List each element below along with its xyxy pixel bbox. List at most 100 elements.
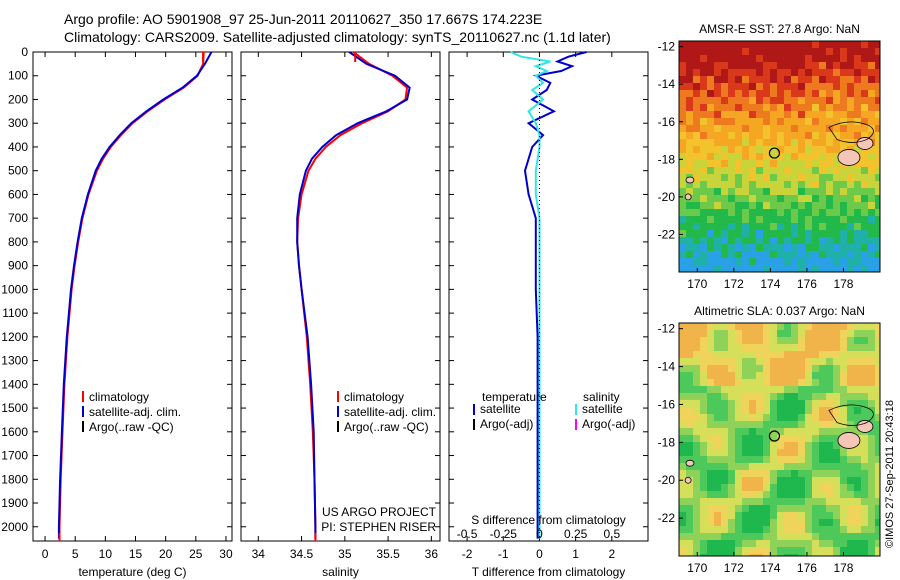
map-cell bbox=[812, 386, 819, 393]
map-cell bbox=[721, 76, 728, 83]
map-cell bbox=[728, 498, 735, 505]
map-cell bbox=[686, 491, 693, 498]
map-cell bbox=[798, 216, 805, 223]
map-cell bbox=[728, 533, 735, 540]
map-cell bbox=[756, 118, 763, 125]
map-cell bbox=[728, 153, 735, 160]
map-cell bbox=[805, 76, 812, 83]
map-cell bbox=[735, 62, 742, 69]
map-cell bbox=[763, 351, 770, 358]
map-cell bbox=[833, 160, 840, 167]
map-cell bbox=[798, 251, 805, 258]
map-cell bbox=[679, 323, 686, 330]
map-cell bbox=[784, 167, 791, 174]
map-cell bbox=[763, 48, 770, 55]
map-cell bbox=[777, 48, 784, 55]
map-cell bbox=[777, 188, 784, 195]
map-cell bbox=[714, 512, 721, 519]
map-cell bbox=[714, 160, 721, 167]
map-cell bbox=[868, 90, 875, 97]
map-cell bbox=[735, 244, 742, 251]
map-cell bbox=[812, 526, 819, 533]
map-cell bbox=[861, 533, 868, 540]
map-cell bbox=[721, 69, 728, 76]
map-cell bbox=[700, 358, 707, 365]
map-cell bbox=[826, 251, 833, 258]
x-tick-label: 174 bbox=[760, 561, 780, 575]
map-cell bbox=[819, 470, 826, 477]
map-cell bbox=[847, 393, 854, 400]
map-cell bbox=[840, 365, 847, 372]
map-cell bbox=[686, 139, 693, 146]
map-cell bbox=[714, 195, 721, 202]
map-cell bbox=[840, 111, 847, 118]
map-cell bbox=[840, 104, 847, 111]
map-cell bbox=[784, 393, 791, 400]
map-cell bbox=[728, 421, 735, 428]
map-cell bbox=[770, 118, 777, 125]
map-cell bbox=[735, 344, 742, 351]
map-frame bbox=[678, 322, 881, 557]
map-cell bbox=[707, 351, 714, 358]
map-cell bbox=[798, 174, 805, 181]
map-cell bbox=[875, 195, 880, 202]
map-cell bbox=[854, 118, 861, 125]
map-cell bbox=[805, 358, 812, 365]
map-cell bbox=[826, 442, 833, 449]
map-cell bbox=[756, 153, 763, 160]
map-cell bbox=[812, 442, 819, 449]
map-cell bbox=[777, 104, 784, 111]
map-cell bbox=[868, 76, 875, 83]
map-cell bbox=[847, 244, 854, 251]
map-cell bbox=[749, 400, 756, 407]
x-tick-label: 2 bbox=[608, 547, 615, 561]
map-cell bbox=[735, 146, 742, 153]
map-cell bbox=[679, 554, 686, 556]
map-cell bbox=[819, 526, 826, 533]
map-cell bbox=[721, 237, 728, 244]
map-cell bbox=[777, 132, 784, 139]
map-cell bbox=[819, 90, 826, 97]
map-cell bbox=[777, 139, 784, 146]
map-cell bbox=[735, 125, 742, 132]
map-cell bbox=[728, 244, 735, 251]
map-cell bbox=[854, 379, 861, 386]
map-cell bbox=[791, 407, 798, 414]
map-cell bbox=[693, 449, 700, 456]
map-cell bbox=[847, 97, 854, 104]
map-cell bbox=[791, 435, 798, 442]
map-cell bbox=[861, 216, 868, 223]
map-cell bbox=[875, 365, 880, 372]
map-cell bbox=[847, 337, 854, 344]
map-cell bbox=[735, 505, 742, 512]
map-cell bbox=[686, 449, 693, 456]
map-cell bbox=[679, 188, 686, 195]
map-cell bbox=[700, 428, 707, 435]
map-cell bbox=[791, 379, 798, 386]
map-cell bbox=[826, 428, 833, 435]
map-cell bbox=[791, 470, 798, 477]
map-cell bbox=[728, 83, 735, 90]
y-tick-label: 1100 bbox=[2, 306, 28, 320]
map-cell bbox=[791, 251, 798, 258]
legend-label: satellite-adj. clim. bbox=[89, 405, 181, 419]
map-cell bbox=[798, 323, 805, 330]
map-cell bbox=[868, 358, 875, 365]
map-cell bbox=[805, 48, 812, 55]
map-cell bbox=[833, 477, 840, 484]
map-cell bbox=[861, 237, 868, 244]
map-cell bbox=[798, 386, 805, 393]
map-cell bbox=[700, 435, 707, 442]
map-cell bbox=[819, 554, 826, 556]
map-cell bbox=[693, 48, 700, 55]
map-cell bbox=[770, 258, 777, 265]
map-cell bbox=[798, 428, 805, 435]
map-cell bbox=[875, 223, 880, 230]
map-cell bbox=[763, 463, 770, 470]
map-cell bbox=[875, 97, 880, 104]
map-cell bbox=[735, 111, 742, 118]
reef-outline bbox=[828, 121, 874, 143]
map-cell bbox=[826, 69, 833, 76]
map-cell bbox=[693, 195, 700, 202]
map-cell bbox=[812, 498, 819, 505]
